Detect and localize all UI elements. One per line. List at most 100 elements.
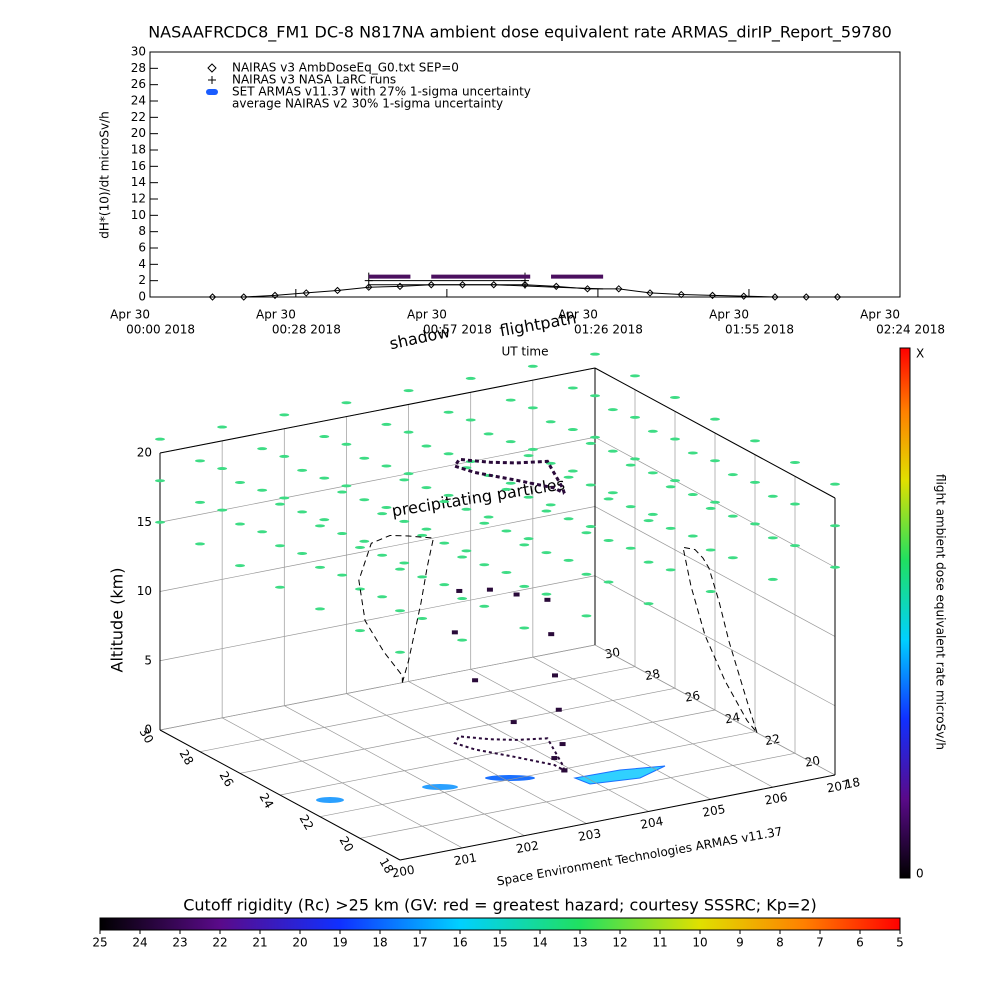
y-tick-label: 16 <box>131 159 146 173</box>
particle <box>395 609 405 613</box>
particle <box>607 449 618 453</box>
shadow-floor <box>453 735 566 772</box>
x-tick-label: Apr 30 <box>709 308 749 322</box>
particle <box>235 564 245 568</box>
particle <box>585 483 596 487</box>
x-tick-label: Apr 30 <box>558 308 598 322</box>
particle <box>257 488 268 492</box>
particle <box>505 481 516 485</box>
particle <box>457 638 468 642</box>
particle <box>155 437 165 441</box>
particle <box>665 568 676 572</box>
plot-frame <box>149 51 901 298</box>
z-axis-label: Altitude (km) <box>108 568 127 673</box>
y-tick-label: 28 <box>177 747 197 767</box>
y-axis-label: dH*(10)/dt microSv/h <box>98 111 112 238</box>
y-tick-label: 22 <box>297 812 317 832</box>
particle <box>279 496 290 500</box>
particle <box>545 503 556 507</box>
particle <box>563 558 574 562</box>
colorbar-tick-label: 6 <box>856 936 864 950</box>
flight-point <box>548 632 555 637</box>
colorbar-tick-label: 10 <box>692 936 707 950</box>
grid-line <box>594 575 836 707</box>
particle <box>647 512 658 516</box>
particle <box>603 497 614 501</box>
z-tick-label: 15 <box>137 515 152 529</box>
x-axis-label: UT time <box>501 345 548 359</box>
particle <box>830 524 840 528</box>
x-tick-label: Apr 30 <box>256 308 296 322</box>
colorbar-tick-label: 12 <box>612 936 627 950</box>
particle <box>705 590 716 594</box>
particle <box>750 522 760 526</box>
y-tick-label: 20 <box>804 753 821 769</box>
particle <box>319 476 330 480</box>
particle <box>457 597 468 601</box>
particle <box>687 534 698 538</box>
series-line <box>368 284 604 290</box>
particle <box>710 500 720 504</box>
particle <box>527 364 538 368</box>
particle <box>465 418 476 422</box>
y-tick-label: 20 <box>337 834 357 854</box>
colorbar-tick-label: 13 <box>572 936 587 950</box>
particle <box>643 560 654 564</box>
particle <box>527 447 538 451</box>
z-tick-label: 20 <box>137 446 152 460</box>
particle <box>319 518 330 522</box>
particle <box>527 406 538 410</box>
particle <box>501 570 512 574</box>
grid-line <box>159 575 596 662</box>
x-tick-label: Apr 30 <box>860 308 900 322</box>
z-tick-label: 0 <box>144 723 152 737</box>
x-tick-label: 01:26 2018 <box>574 323 643 337</box>
particle <box>399 561 410 565</box>
x-tick-label: 00:00 2018 <box>126 323 195 337</box>
grid-line <box>279 709 716 796</box>
grid-line <box>594 644 836 776</box>
particle <box>235 522 245 526</box>
particle <box>421 527 432 531</box>
y-tick-label: 24 <box>131 94 146 108</box>
particle <box>217 508 228 512</box>
flight-point <box>559 742 566 747</box>
particle <box>417 616 428 620</box>
particle <box>355 545 365 549</box>
particle <box>581 614 592 618</box>
particle <box>421 444 432 448</box>
y-tick-label: 26 <box>684 688 701 704</box>
particle <box>217 425 228 429</box>
particle <box>337 532 348 536</box>
x-tick-label: 204 <box>639 814 664 832</box>
particle <box>257 447 268 451</box>
y-tick-label: 8 <box>138 224 146 238</box>
particle <box>483 432 494 436</box>
y-tick-label: 6 <box>138 241 146 255</box>
particle <box>563 475 574 479</box>
particle <box>750 480 760 484</box>
y-tick-label: 30 <box>604 645 621 661</box>
particle <box>670 395 680 399</box>
particle <box>279 454 290 458</box>
particle <box>403 472 414 476</box>
particle <box>315 565 325 569</box>
particle <box>501 487 512 491</box>
particle <box>705 548 716 552</box>
colorbar-label: 0 <box>916 867 924 881</box>
particle <box>687 451 698 455</box>
legend-label: average NAIRAS v2 30% 1-sigma uncertaint… <box>232 97 503 111</box>
y-tick-label: 2 <box>138 273 146 287</box>
particle <box>457 555 468 559</box>
rigidity-title: Cutoff rigidity (Rc) >25 km (GV: red = g… <box>183 896 817 915</box>
particle <box>670 437 680 441</box>
colorbar-tick-label: 17 <box>412 936 427 950</box>
particle <box>581 531 592 535</box>
particle <box>341 442 352 446</box>
legend-symbol <box>207 63 217 73</box>
particle <box>341 484 352 488</box>
particle <box>519 626 530 630</box>
box-edge <box>399 774 836 861</box>
flight-point <box>544 597 551 602</box>
particle <box>590 394 600 398</box>
